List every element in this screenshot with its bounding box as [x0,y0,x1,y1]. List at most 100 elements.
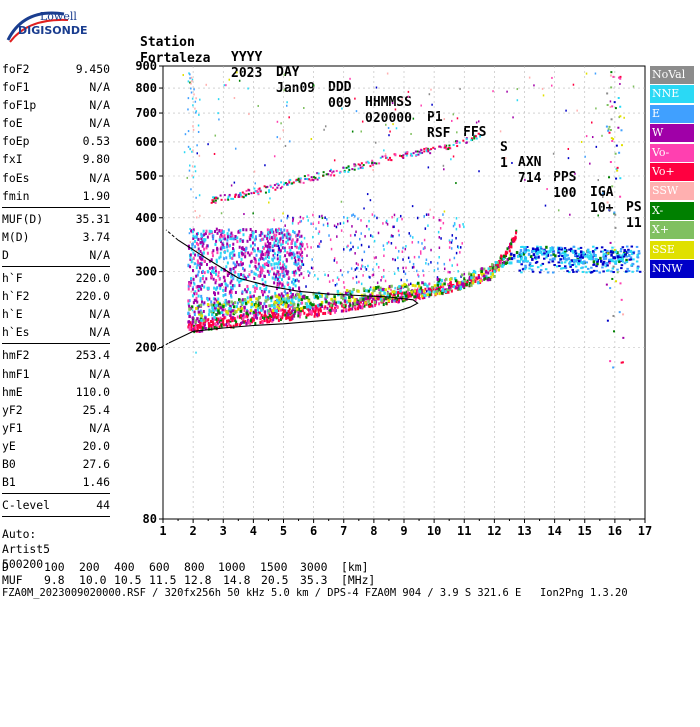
echo-point [585,72,588,75]
echo-point [502,254,506,258]
echo-point [234,323,237,327]
echo-point [404,272,407,276]
echo-point [296,251,299,255]
echo-point [356,300,359,304]
echo-point [604,265,608,268]
param-label: foF1 [2,80,30,95]
echo-point [425,147,428,150]
echo-point [606,252,609,255]
echo-point [318,215,321,218]
echo-point [557,209,560,212]
echo-point [217,98,220,101]
echo-point [243,268,246,272]
echo-point [188,299,191,303]
echo-point [529,255,533,259]
echo-point [347,308,350,312]
echo-point [497,260,500,264]
echo-point [616,166,619,169]
echo-point [275,230,278,234]
echo-point [579,256,582,259]
echo-point [369,276,371,279]
echo-point [385,123,387,126]
header-values-row: Fortaleza 2023 Jan09 009 020000 RSF 1 71… [140,36,642,231]
echo-point [226,232,229,236]
echo-point [417,296,420,300]
echo-point [189,77,191,80]
echo-point [326,222,329,226]
echo-point [433,290,436,294]
echo-point [351,214,353,217]
echo-point [227,319,230,323]
echo-point [447,148,450,151]
echo-point [336,261,338,264]
ionogram-plot: 1 2 3 4 5 6 7 8 9 10 11 12 13 14 15 16 17802003004005006… [135,59,652,538]
y-tick-label: 400 [135,211,157,225]
echo-point [284,249,287,253]
echo-point [287,276,290,280]
echo-point [215,317,218,321]
echo-point [492,90,494,93]
echo-point [370,300,373,304]
echo-point [272,230,275,234]
echo-point [279,237,282,241]
echo-point [342,281,345,284]
echo-point [631,263,635,266]
echo-point [218,118,220,121]
echo-point [336,276,339,279]
echo-point [600,250,603,253]
echo-point [197,237,200,241]
echo-point [423,238,426,242]
echo-point [259,190,262,193]
echo-point [437,230,440,234]
echo-point [598,271,602,274]
echo-point [292,287,295,291]
echo-point [250,251,253,255]
echo-point [516,88,519,91]
echo-point [588,270,592,273]
echo-point [276,242,279,246]
echo-point [623,262,627,265]
echo-point [618,311,621,314]
echo-point [241,247,244,251]
echo-point [409,294,412,298]
echo-point [307,313,310,317]
echo-point [196,300,199,304]
echo-point [230,197,233,200]
legend-entry: SSE [650,240,694,259]
echo-point [532,250,536,253]
echo-point [422,274,425,277]
echo-point [310,137,313,140]
echo-point [204,316,207,320]
echo-point [443,118,446,121]
echo-point [218,256,221,260]
echo-point [371,292,374,296]
legend-entry: NNW [650,259,694,278]
echo-point [324,311,327,315]
echo-point [208,266,211,270]
echo-point [261,321,264,325]
echo-point [247,313,250,317]
echo-point [420,149,423,152]
echo-point [244,255,247,259]
logo-text-lowell: Lowell [40,10,77,23]
echo-point [234,195,237,198]
echo-point [248,319,251,323]
echo-point [268,242,271,246]
echo-point [272,276,275,280]
echo-point [606,261,609,265]
echo-point [276,186,279,189]
echo-point [575,270,578,273]
echo-point [218,238,221,242]
echo-point [204,238,207,242]
echo-point [277,239,280,243]
echo-point [259,301,262,305]
echo-point [190,323,193,327]
echo-point [468,277,471,281]
echo-point [213,315,216,319]
echo-point [423,215,425,218]
echo-point [456,263,459,267]
echo-point [300,234,303,238]
echo-point [342,305,345,309]
echo-point [220,282,223,286]
param-label: hmF1 [2,366,30,381]
